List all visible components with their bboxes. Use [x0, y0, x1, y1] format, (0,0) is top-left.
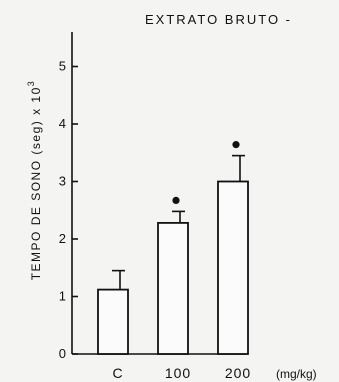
y-tick-label: 3	[59, 174, 66, 189]
x-axis-unit-label: (mg/kg)	[276, 367, 317, 381]
y-tick-label: 1	[59, 289, 66, 304]
x-tick-label: C	[112, 365, 123, 381]
bar	[97, 288, 129, 355]
y-tick-label: 5	[59, 59, 66, 74]
y-tick-label: 0	[59, 346, 66, 361]
y-axis-label-main: TEMPO DE SONO (seg) x 10	[29, 86, 43, 280]
significance-dot	[232, 141, 240, 149]
bar	[157, 221, 189, 355]
y-tick-label: 2	[59, 231, 66, 246]
y-ticks: 0 1 2 3 4 5	[59, 59, 78, 361]
bar	[217, 180, 249, 355]
significance-dot	[172, 196, 180, 204]
chart-title: EXTRATO BRUTO -	[145, 12, 292, 27]
x-tick-label: 200	[225, 365, 251, 381]
bars-group	[97, 141, 249, 355]
x-tick-labels: C 100 200	[112, 365, 251, 381]
y-tick-label: 4	[59, 116, 66, 131]
y-axis-label-exponent: 3	[26, 80, 36, 87]
x-tick-label: 100	[165, 365, 191, 381]
y-axis-label: TEMPO DE SONO (seg) x 103	[26, 80, 43, 281]
